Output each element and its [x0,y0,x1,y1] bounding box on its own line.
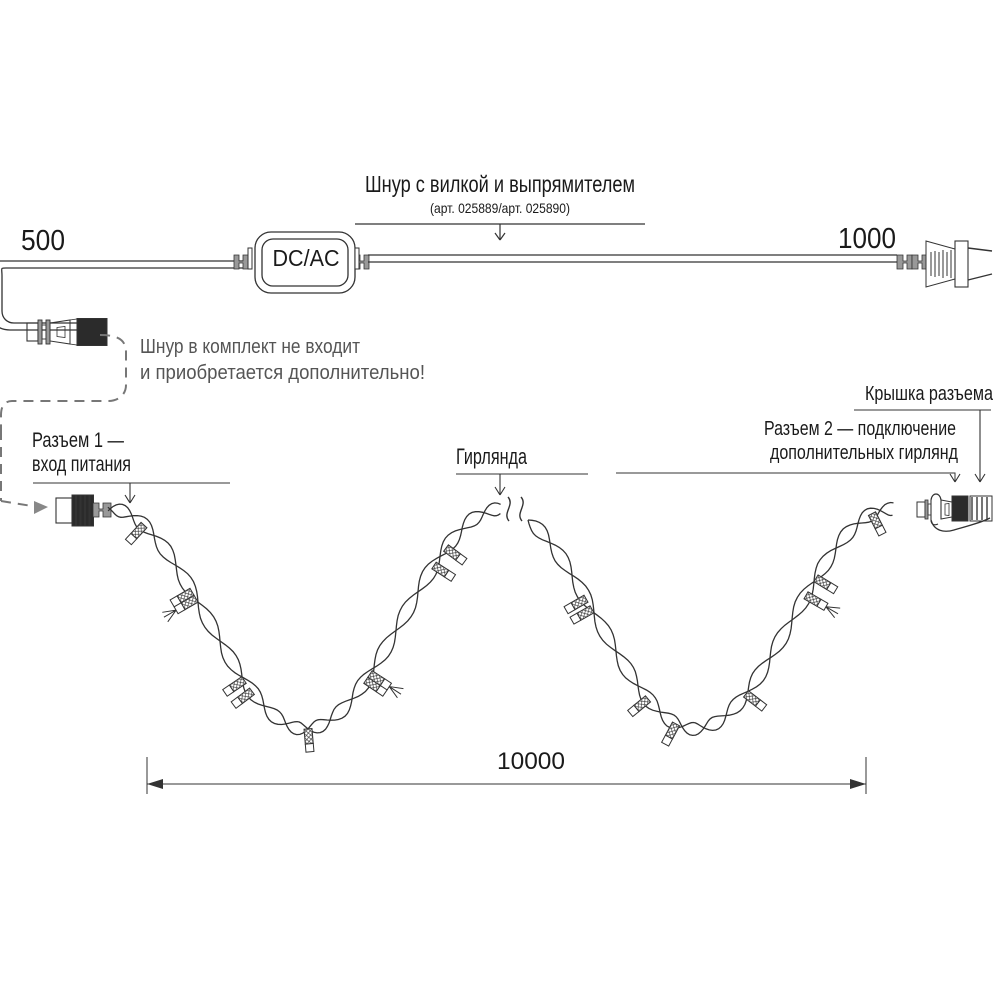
svg-text:Крышка разъема: Крышка разъема [865,383,994,405]
svg-text:500: 500 [21,225,65,257]
svg-text:Разъем 1 —: Разъем 1 — [32,429,124,452]
svg-text:Шнур с вилкой и выпрямителем: Шнур с вилкой и выпрямителем [365,171,635,197]
svg-text:1000: 1000 [838,223,896,255]
svg-text:и приобретается дополнительно!: и приобретается дополнительно! [140,362,425,384]
svg-text:вход питания: вход питания [32,453,131,476]
svg-text:дополнительных гирлянд: дополнительных гирлянд [770,442,958,464]
svg-text:DC/AC: DC/AC [273,245,340,271]
svg-text:Разъем 2 — подключение: Разъем 2 — подключение [764,418,956,440]
svg-text:Шнур в комплект не входит: Шнур в комплект не входит [140,336,360,358]
svg-text:(арт. 025889/арт. 025890): (арт. 025889/арт. 025890) [430,200,570,216]
svg-text:Гирлянда: Гирлянда [456,444,528,469]
svg-text:10000: 10000 [497,748,565,775]
